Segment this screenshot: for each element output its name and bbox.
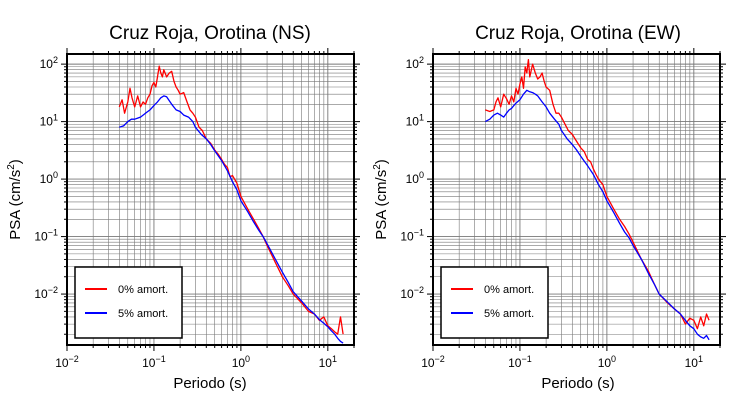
x-tick-label: 100 xyxy=(598,354,616,370)
x-tick-label: 10−2 xyxy=(55,354,79,370)
series-line-undamped xyxy=(118,65,344,335)
y-axis-ticks xyxy=(61,63,360,335)
legend: 0% amort. 5% amort. xyxy=(74,266,183,339)
y-tick-label: 102 xyxy=(40,55,58,71)
grid xyxy=(66,54,355,345)
series-line-damped xyxy=(119,95,344,344)
x-tick-label: 10−2 xyxy=(421,354,445,370)
chart-panel-ew: Cruz Roja, Orotina (EW) 10−2 10−1 100 101 10−… xyxy=(372,23,726,392)
series-line-damped xyxy=(484,89,710,341)
x-axis-label: Periodo (s) xyxy=(541,375,614,392)
y-tick-label: 10−1 xyxy=(400,228,424,244)
y-tick-label: 10−2 xyxy=(34,285,58,301)
legend: 0% amort. 5% amort. xyxy=(440,266,549,339)
plot-frame xyxy=(432,53,721,346)
x-tick-label: 100 xyxy=(232,354,250,370)
x-tick-label: 10−1 xyxy=(508,354,532,370)
plot-frame xyxy=(66,53,355,346)
y-tick-label: 100 xyxy=(40,170,58,186)
x-axis-ticks xyxy=(66,48,355,351)
legend-label: 5% amort. xyxy=(484,308,534,320)
y-tick-label: 101 xyxy=(40,113,58,129)
y-axis-label: PSA (cm/s2) xyxy=(6,159,24,240)
x-tick-label: 101 xyxy=(685,354,703,370)
chart-panel-ns: Cruz Roja, Orotina (NS) 10−2 10−1 100 101 10−… xyxy=(6,23,360,392)
legend-box xyxy=(440,266,549,339)
y-axis-ticks xyxy=(427,63,726,335)
y-tick-label: 102 xyxy=(406,55,424,71)
y-tick-label: 100 xyxy=(406,170,424,186)
x-axis-label: Periodo (s) xyxy=(173,375,246,392)
x-tick-label: 10−1 xyxy=(142,354,166,370)
legend-label: 0% amort. xyxy=(118,284,168,296)
legend-box xyxy=(74,266,183,339)
y-tick-label: 101 xyxy=(406,113,424,129)
chart-title: Cruz Roja, Orotina (NS) xyxy=(109,23,311,44)
y-tick-label: 10−2 xyxy=(400,285,424,301)
y-axis-label: PSA (cm/s2) xyxy=(372,159,390,240)
x-axis-ticks xyxy=(432,48,721,351)
x-tick-label: 101 xyxy=(319,354,337,370)
y-tick-label: 10−1 xyxy=(34,228,58,244)
legend-label: 5% amort. xyxy=(118,308,168,320)
legend-label: 0% amort. xyxy=(484,284,534,296)
chart-title: Cruz Roja, Orotina (EW) xyxy=(475,23,681,44)
